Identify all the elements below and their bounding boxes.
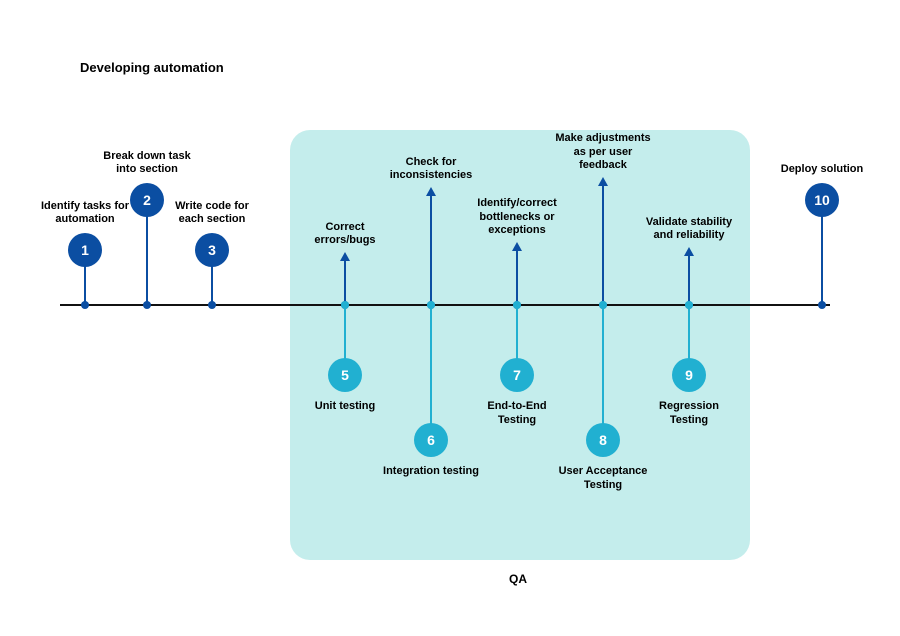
step-circle: 9	[672, 358, 706, 392]
step-label: Make adjustments as per user feedback	[553, 132, 653, 173]
timeline-stem	[688, 255, 690, 305]
step-label: Integration testing	[381, 465, 481, 479]
step-label: Unit testing	[295, 400, 395, 414]
timeline-stem	[430, 305, 432, 440]
arrowhead-icon	[340, 252, 350, 261]
diagram-title: Developing automation	[80, 60, 224, 75]
step-circle: 5	[328, 358, 362, 392]
step-label: Deploy solution	[772, 163, 872, 177]
qa-region	[290, 130, 750, 560]
step-circle: 7	[500, 358, 534, 392]
step-label: Identify/correct bottlenecks or exceptio…	[467, 197, 567, 238]
step-label: Validate stability and reliability	[639, 216, 739, 244]
step-circle: 6	[414, 423, 448, 457]
timeline-stem	[430, 195, 432, 305]
step-circle: 3	[195, 233, 229, 267]
step-circle: 8	[586, 423, 620, 457]
timeline-stem	[516, 250, 518, 305]
step-label: Correct errors/bugs	[295, 221, 395, 249]
step-circle: 1	[68, 233, 102, 267]
step-label: Check for inconsistencies	[381, 156, 481, 184]
step-label: Identify tasks for automation	[35, 200, 135, 228]
step-label: Regression Testing	[639, 400, 739, 428]
step-label: End-to-End Testing	[467, 400, 567, 428]
step-label: Break down task into section	[97, 150, 197, 178]
arrowhead-icon	[426, 187, 436, 196]
step-circle: 10	[805, 183, 839, 217]
arrowhead-icon	[598, 177, 608, 186]
timeline-stem	[344, 260, 346, 305]
step-circle: 2	[130, 183, 164, 217]
step-label: User Acceptance Testing	[553, 465, 653, 493]
arrowhead-icon	[512, 242, 522, 251]
qa-label: QA	[509, 572, 527, 586]
step-label: Write code for each section	[162, 200, 262, 228]
timeline-stem	[602, 305, 604, 440]
timeline-stem	[602, 185, 604, 305]
timeline-axis	[60, 304, 830, 306]
arrowhead-icon	[684, 247, 694, 256]
